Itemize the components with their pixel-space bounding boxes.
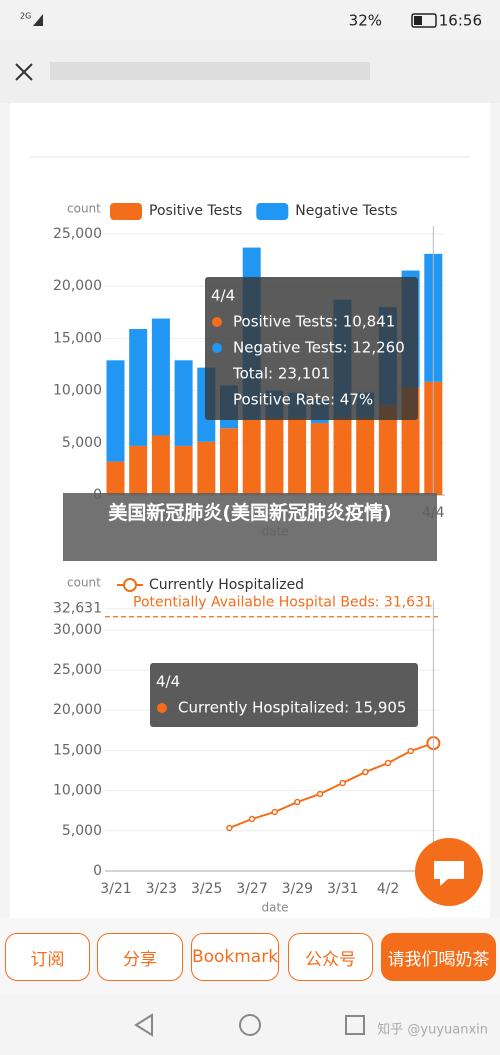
tooltip-line: Negative Tests: 12,260 [233,339,405,357]
y-tick-label: 10,000 [53,783,102,799]
y-tick-label: 32,631 [53,601,102,617]
tooltip-dot [212,343,222,353]
blurred-title [50,62,370,80]
tooltip-line: Currently Hospitalized: 15,905 [178,699,406,717]
battery-level [414,16,422,25]
bar-segment [106,360,125,462]
battery-percent: 32% [349,12,382,30]
bar-segment [197,441,216,495]
bar-segment [220,428,238,495]
y-tick-label: 5,000 [62,435,102,451]
reference-label: Potentially Available Hospital Beds: 31,… [133,595,433,611]
point [384,759,392,767]
y-tick-label: 25,000 [53,662,102,678]
x-tick-label: 3/25 [191,881,222,897]
bar-segment [174,445,193,495]
bar-segment [265,417,284,495]
legend-label: Positive Tests [149,203,242,219]
signal: 2G [20,12,31,21]
tooltip [205,277,418,420]
y-tick-label: 15,000 [53,330,102,346]
tooltip-dot [157,703,167,713]
legend-swatch [110,203,142,220]
signal-icon [33,14,43,26]
bar-segment [378,405,397,495]
bar-segment [356,417,375,495]
action-button[interactable]: 公众号 [288,933,373,981]
y-tick-label: 25,000 [53,226,102,242]
watermark: 知乎 @yuyuanxin [377,1022,488,1038]
action-button[interactable]: 请我们喝奶茶 [381,933,496,981]
bar-segment [242,419,261,495]
point [271,808,278,816]
tooltip-title: 4/4 [156,673,180,691]
y-axis-label: count [67,202,101,216]
x-tick-label: 3/23 [146,881,177,897]
bar-segment [151,435,170,495]
x-tick-label: 3/31 [327,881,358,897]
x-axis-label: date [261,901,288,915]
bar-segment [288,417,307,495]
battery-icon [411,13,437,28]
point [294,798,301,806]
y-tick-label: 20,000 [53,702,102,718]
legend-swatch [256,203,289,220]
clock: 16:56 [439,12,482,30]
action-button[interactable]: 订阅 [5,933,90,981]
nav-back[interactable] [134,1013,153,1037]
tooltip [150,663,418,727]
x-tick-label: 3/29 [282,881,313,897]
y-tick-label: 15,000 [53,742,102,758]
legend-marker [123,578,137,592]
y-tick-label: 20,000 [53,278,102,294]
point [248,815,256,823]
bar-segment [129,445,148,495]
y-axis-label: count [67,576,101,590]
nav-bar [0,995,500,1055]
caption: 美国新冠肺炎(美国新冠肺炎疫情) [63,493,437,561]
chat-button[interactable] [414,837,484,907]
y-tick-label: 0 [93,863,102,879]
bar-segment [106,461,125,495]
close-button[interactable] [15,63,33,81]
x-tick-label: 4/2 [377,881,400,897]
bar-segment [129,329,148,446]
action-button[interactable]: 分享 [97,933,183,981]
bar-segment [310,422,329,495]
tooltip-line: Total: 23,101 [232,365,330,383]
tooltip-title: 4/4 [211,287,235,305]
tooltip-dot [212,317,222,327]
legend-label: Currently Hospitalized [149,577,304,593]
point [407,747,414,755]
y-tick-label: 10,000 [53,383,102,399]
point [339,779,346,787]
nav-recent[interactable] [345,1015,365,1035]
legend-label: Negative Tests [295,203,397,219]
bar-segment [174,360,193,446]
x-tick-label: 3/21 [100,881,131,897]
x-tick-label: 3/27 [236,881,267,897]
status-bar [0,0,500,40]
point [316,790,324,798]
bar-segment [151,318,170,436]
point [362,768,369,776]
series-line [228,742,434,829]
tooltip-line: Positive Rate: 47% [233,391,373,409]
point [226,824,233,832]
bar-segment [333,417,352,495]
action-button[interactable]: Bookmark [191,933,279,981]
y-tick-label: 5,000 [62,823,102,839]
tooltip-line: Positive Tests: 10,841 [233,313,395,331]
nav-home[interactable] [239,1014,261,1036]
y-tick-label: 30,000 [53,622,102,638]
